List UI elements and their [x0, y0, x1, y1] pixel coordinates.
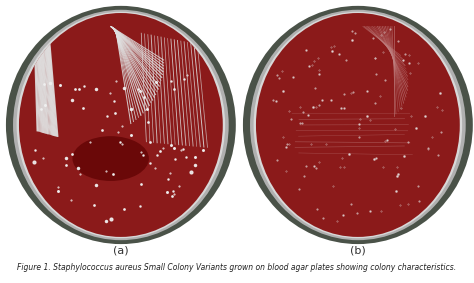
- Ellipse shape: [256, 13, 460, 237]
- Ellipse shape: [73, 136, 149, 181]
- Ellipse shape: [19, 13, 223, 237]
- Ellipse shape: [13, 10, 228, 240]
- Text: (b): (b): [350, 245, 366, 255]
- Ellipse shape: [6, 6, 236, 244]
- Text: Figure 1. Staphylococcus aureus Small Colony Variants grown on blood agar plates: Figure 1. Staphylococcus aureus Small Co…: [18, 263, 456, 272]
- Ellipse shape: [17, 12, 225, 238]
- Ellipse shape: [243, 6, 473, 244]
- Text: (a): (a): [113, 245, 128, 255]
- Ellipse shape: [250, 10, 465, 240]
- Ellipse shape: [254, 12, 462, 238]
